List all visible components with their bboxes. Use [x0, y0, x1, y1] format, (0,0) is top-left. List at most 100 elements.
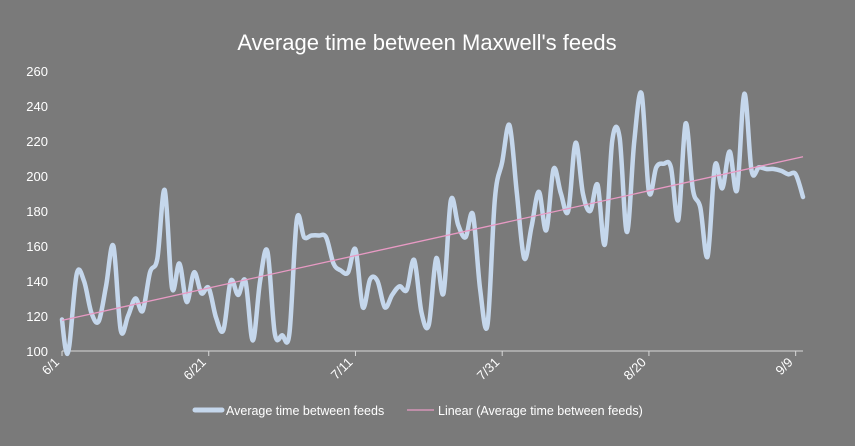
data-point — [794, 172, 798, 176]
data-point — [376, 279, 380, 283]
data-point — [720, 186, 724, 190]
chart-title: Average time between Maxwell's feeds — [237, 30, 616, 55]
data-point — [133, 297, 137, 301]
data-point — [500, 160, 504, 164]
data-point — [185, 300, 189, 304]
data-point — [618, 136, 622, 140]
data-point — [119, 328, 123, 332]
data-point — [317, 234, 321, 238]
data-point — [192, 270, 196, 274]
data-point — [75, 272, 79, 276]
data-point — [302, 235, 306, 239]
data-point — [698, 206, 702, 210]
data-point — [258, 279, 262, 283]
data-point — [332, 262, 336, 266]
y-tick-label: 120 — [26, 309, 48, 324]
data-point — [456, 223, 460, 227]
data-point — [742, 92, 746, 96]
data-point — [273, 332, 277, 336]
series-trendline — [61, 156, 804, 322]
data-point — [596, 183, 600, 187]
x-tick-label: 8/20 — [621, 355, 650, 384]
data-point — [581, 192, 585, 196]
data-point — [82, 279, 86, 283]
y-tick-label: 160 — [26, 239, 48, 254]
data-point — [603, 242, 607, 246]
data-point — [295, 218, 299, 222]
data-point — [625, 230, 629, 234]
data-point — [104, 284, 108, 288]
data-point — [728, 150, 732, 154]
data-point — [786, 172, 790, 176]
data-point — [559, 192, 563, 196]
data-point — [148, 270, 152, 274]
y-tick-label: 180 — [26, 204, 48, 219]
data-point — [383, 305, 387, 309]
legend-label-trendline: Linear (Average time between feeds) — [438, 404, 643, 418]
data-point — [713, 164, 717, 168]
data-point — [346, 270, 350, 274]
data-point — [427, 323, 431, 327]
data-point — [478, 288, 482, 292]
data-point — [801, 195, 805, 199]
data-point — [442, 291, 446, 295]
data-point — [530, 225, 534, 229]
data-point — [199, 291, 203, 295]
data-point — [126, 314, 130, 318]
data-point — [632, 139, 636, 143]
data-point — [654, 165, 658, 169]
data-point — [552, 167, 556, 171]
data-point — [398, 284, 402, 288]
data-point — [764, 167, 768, 171]
data-point — [368, 277, 372, 281]
data-point — [610, 139, 614, 143]
data-point — [779, 169, 783, 173]
data-point — [735, 188, 739, 192]
x-tick-label: 9/9 — [772, 355, 795, 378]
data-point — [97, 319, 101, 323]
x-tick-label: 7/31 — [474, 355, 503, 384]
data-point — [471, 213, 475, 217]
series-line-average-time — [59, 90, 806, 357]
data-point — [67, 344, 71, 348]
data-point — [772, 167, 776, 171]
data-point — [265, 249, 269, 253]
data-point — [522, 256, 526, 260]
data-point — [214, 316, 218, 320]
data-point — [111, 244, 115, 248]
data-point — [339, 269, 343, 273]
data-point — [221, 328, 225, 332]
data-point — [361, 305, 365, 309]
data-point — [574, 141, 578, 145]
data-point — [706, 255, 710, 259]
data-point — [566, 209, 570, 213]
data-point — [405, 288, 409, 292]
data-point — [177, 262, 181, 266]
legend: Average time between feeds Linear (Avera… — [192, 404, 643, 418]
y-tick-label: 140 — [26, 274, 48, 289]
data-point — [141, 309, 145, 313]
y-tick-label: 260 — [26, 64, 48, 79]
data-point — [236, 293, 240, 297]
data-point — [508, 123, 512, 127]
data-point — [434, 256, 438, 260]
data-point — [449, 199, 453, 203]
data-point — [251, 339, 255, 343]
x-axis: 6/1 6/21 7/11 7/31 8/20 9/9 — [39, 350, 803, 384]
data-point — [163, 188, 167, 192]
data-point — [287, 332, 291, 336]
plot-area — [59, 90, 806, 357]
y-tick-label: 100 — [26, 344, 48, 359]
y-tick-label: 200 — [26, 169, 48, 184]
data-point — [412, 258, 416, 262]
data-point — [691, 188, 695, 192]
data-point — [464, 235, 468, 239]
data-point — [544, 228, 548, 232]
data-point — [354, 248, 358, 252]
data-point — [309, 234, 313, 238]
data-point — [486, 323, 490, 327]
x-tick-label: 6/21 — [180, 355, 209, 384]
data-point — [64, 347, 68, 351]
